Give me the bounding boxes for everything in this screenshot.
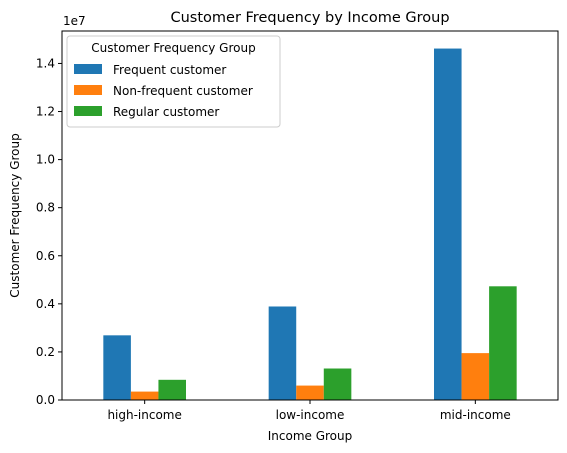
bar-high-income-regular-customer <box>158 379 186 400</box>
legend: Customer Frequency Group Frequent custom… <box>66 35 281 128</box>
y-tick-label: 0.8 <box>36 201 55 215</box>
legend-title: Customer Frequency Group <box>91 41 255 55</box>
y-tick-label: 1.4 <box>36 56 55 70</box>
bar-low-income-frequent-customer <box>268 306 297 400</box>
y-axis-label: Customer Frequency Group <box>8 133 22 297</box>
bar-mid-income-frequent-customer <box>434 48 462 401</box>
legend-swatch-frequent-customer <box>74 64 102 74</box>
bar-low-income-regular-customer <box>323 368 352 400</box>
y-axis-ticks: 0.0 0.2 0.4 0.6 0.8 1.0 1.2 1.4 <box>36 56 62 407</box>
bar-low-income-non-frequent-customer <box>296 385 324 400</box>
x-axis-ticks: high-income low-income mid-income <box>107 400 511 422</box>
legend-frame <box>66 35 281 128</box>
y-tick-label: 1.0 <box>36 153 55 167</box>
bars-group <box>103 48 517 401</box>
y-tick-label: 0.4 <box>36 297 55 311</box>
y-tick-label: 0.6 <box>36 249 55 263</box>
legend-label-non-frequent-customer: Non-frequent customer <box>113 84 253 98</box>
legend-label-regular-customer: Regular customer <box>113 105 219 119</box>
y-axis-exponent: 1e7 <box>63 14 86 28</box>
bar-high-income-frequent-customer <box>103 335 131 400</box>
x-tick-label: high-income <box>107 408 181 422</box>
bar-mid-income-non-frequent-customer <box>461 353 490 400</box>
y-tick-label: 0.0 <box>36 393 55 407</box>
legend-items: Frequent customer Non-frequent customer Re… <box>74 63 253 119</box>
legend-swatch-regular-customer <box>74 106 102 116</box>
bar-high-income-non-frequent-customer <box>130 391 159 400</box>
y-tick-label: 1.2 <box>36 105 55 119</box>
legend-label-frequent-customer: Frequent customer <box>113 63 226 77</box>
x-tick-label: mid-income <box>440 408 511 422</box>
x-tick-label: low-income <box>276 408 345 422</box>
chart-title: Customer Frequency by Income Group <box>170 10 449 26</box>
bar-mid-income-regular-customer <box>489 286 517 400</box>
x-axis-label: Income Group <box>268 429 353 443</box>
legend-swatch-non-frequent-customer <box>74 85 102 95</box>
y-tick-label: 0.2 <box>36 345 55 359</box>
